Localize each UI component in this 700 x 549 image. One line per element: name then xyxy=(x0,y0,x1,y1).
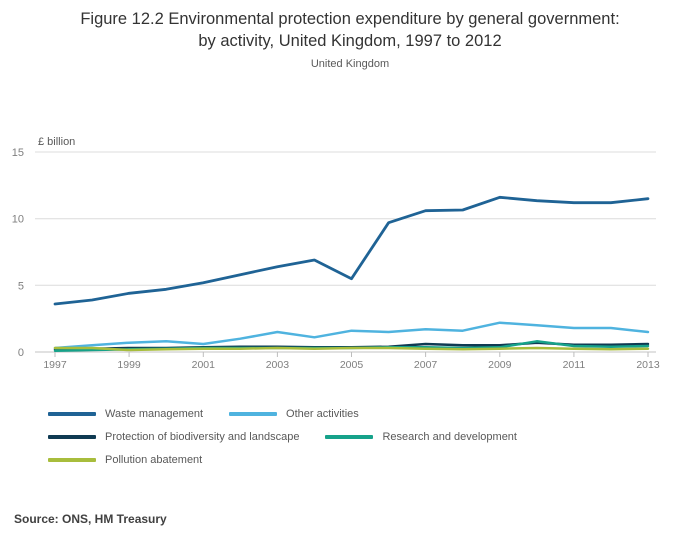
other-activities-swatch xyxy=(229,412,278,416)
source-note: Source: ONS, HM Treasury xyxy=(14,512,167,526)
pollution-abatement-swatch xyxy=(48,458,96,462)
legend-row: Waste management Other activities xyxy=(48,408,517,420)
svg-text:2009: 2009 xyxy=(488,359,512,371)
svg-text:£ billion: £ billion xyxy=(38,136,75,148)
legend-label: Research and development xyxy=(382,431,517,443)
svg-text:5: 5 xyxy=(18,280,24,292)
legend-row: Pollution abatement xyxy=(48,454,517,466)
legend-label: Waste management xyxy=(105,408,204,420)
legend-item-other-activities: Other activities xyxy=(229,408,359,420)
svg-text:15: 15 xyxy=(12,147,24,159)
svg-text:1999: 1999 xyxy=(117,359,141,371)
legend-label: Protection of biodiversity and landscape xyxy=(105,431,300,443)
legend-item-waste-management: Waste management xyxy=(48,408,203,420)
legend-row: Protection of biodiversity and landscape… xyxy=(48,431,517,443)
chart-legend: Waste management Other activities Protec… xyxy=(48,408,517,466)
svg-text:2001: 2001 xyxy=(192,359,216,371)
chart-title-line1: Figure 12.2 Environmental protection exp… xyxy=(80,10,620,28)
svg-text:0: 0 xyxy=(18,347,24,359)
svg-text:2007: 2007 xyxy=(414,359,438,371)
chart-title-line2: by activity, United Kingdom, 1997 to 201… xyxy=(198,32,502,51)
svg-text:10: 10 xyxy=(12,214,24,226)
svg-text:2013: 2013 xyxy=(636,359,660,371)
research-development-swatch xyxy=(325,435,374,439)
svg-text:2005: 2005 xyxy=(340,359,364,371)
legend-item-pollution-abatement: Pollution abatement xyxy=(48,454,202,466)
svg-text:2011: 2011 xyxy=(563,359,586,371)
line-chart: 0 5 10 15 £ billion 1997 1999 2001 2003 2005 2007 2… xyxy=(12,136,660,371)
legend-label: Pollution abatement xyxy=(105,454,203,466)
svg-text:2003: 2003 xyxy=(266,359,290,371)
waste-management-swatch xyxy=(48,412,96,416)
chart-title: Figure 12.2 Environmental protection exp… xyxy=(0,8,700,53)
legend-item-research-development: Research and development xyxy=(325,431,517,443)
biodiversity-swatch xyxy=(48,435,96,439)
legend-item-biodiversity: Protection of biodiversity and landscape xyxy=(48,431,299,443)
chart-subtitle: United Kingdom xyxy=(310,58,390,70)
svg-text:1997: 1997 xyxy=(43,359,67,371)
legend-label: Other activities xyxy=(286,408,359,420)
